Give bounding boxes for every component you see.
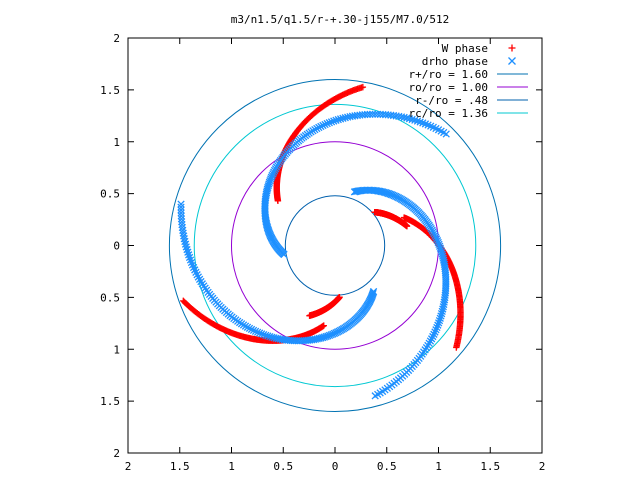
y-tick-label: 1.5 [100,84,120,97]
legend-label: drho phase [422,55,488,68]
axis-ticks: 2 1.5 1 0.5 0 0.5 1 1.5 221.510.500.511.52 [100,32,545,473]
y-tick-label: 1.5 [100,395,120,408]
circle-1 [231,141,439,350]
series-1-point [280,250,288,259]
series-1-point [353,187,361,195]
legend-label: W phase [442,42,488,55]
series-1-point [260,330,268,339]
x-tick-label: 0.5 [377,460,397,473]
series-1-point [264,332,272,340]
legend-marker [508,57,516,65]
series-1-point [177,200,185,208]
series-1-point [258,330,266,338]
x-tick-label: 0 [332,460,339,473]
x-tick-label: 1.5 [480,460,500,473]
series-1-point [177,206,185,214]
legend-label: ro/ro = 1.00 [409,81,488,94]
series-1-point [180,232,188,240]
series-1-point [327,118,336,126]
x-tick-label: 2 [125,460,132,473]
series-1-point [330,117,338,125]
series-1-point [430,330,438,338]
series-1-point [255,329,264,337]
series-1-point [369,287,378,296]
series-1-point [247,325,256,334]
series-1-point [435,319,443,327]
y-tick-label: 0 [113,240,120,253]
x-tick-label: 1.5 [170,460,190,473]
legend-marker [508,44,516,52]
series-1-point [434,321,442,329]
series-1-point [266,332,274,341]
series-1-point [323,119,331,128]
series-1-point [177,203,185,211]
y-tick-label: 1 [113,136,120,149]
legend-label: rc/ro = 1.36 [409,107,488,120]
y-tick-label: 0.5 [100,188,120,201]
reference-circles [168,79,502,412]
series-1-point [334,115,342,124]
series-1-point [433,237,442,245]
series-1-point [179,226,187,234]
series-1-point [432,326,440,334]
x-tick-label: 1 [435,460,442,473]
series-1-point [319,121,327,130]
chart-title: m3/n1.5/q1.5/r-+.30-j155/M7.0/512 [231,13,450,26]
series-1-point [339,114,347,122]
series-1-point [315,123,323,132]
series-0-point [320,322,327,329]
y-tick-label: 0.5 [100,291,120,304]
circle-2 [284,195,386,296]
series-0-point [336,293,343,301]
series-1-point [178,223,187,232]
series-1-point [332,116,340,124]
legend-label: r-/ro = .48 [415,94,488,107]
y-tick-label: 1 [113,343,120,356]
series-1-point [435,316,444,325]
series-1-point [433,235,441,243]
y-tick-label: 2 [113,32,120,45]
series-1-point [434,238,442,247]
series-0-point [371,208,378,216]
series-1-point [352,187,360,196]
series-1-point [253,328,262,336]
series-1-point [435,240,443,249]
series-1-point [177,215,186,223]
series-1-point [178,220,186,229]
circle-0 [168,79,502,412]
series-1-point [436,314,444,322]
series-1-point [321,120,329,129]
series-1-point [405,115,414,123]
series-0-point [400,214,408,221]
series-1-point [249,326,258,335]
series-1-point [262,331,270,340]
series-1-point [436,242,444,250]
x-tick-label: 1 [228,460,235,473]
series-1-point [245,324,254,333]
series-1-point [336,115,345,123]
x-tick-label: 0.5 [273,460,293,473]
series-1-point [325,119,334,127]
series-1-point [243,323,252,331]
y-tick-label: 2 [113,447,120,460]
series-1-point [179,229,187,237]
series-1-point [403,114,411,122]
series-1-point [177,209,185,217]
series-1-point [177,212,185,220]
series-0-point [274,197,282,204]
series-1-point [350,188,359,196]
circle-3 [193,103,477,388]
legend-label: r+/ro = 1.60 [409,68,488,81]
x-tick-label: 2 [539,460,546,473]
series-1-point [431,328,439,336]
series-1-point [437,312,445,320]
data-points [177,83,464,400]
series-1-point [251,327,260,335]
series-1-point [433,323,441,332]
series-1-point [317,122,325,131]
